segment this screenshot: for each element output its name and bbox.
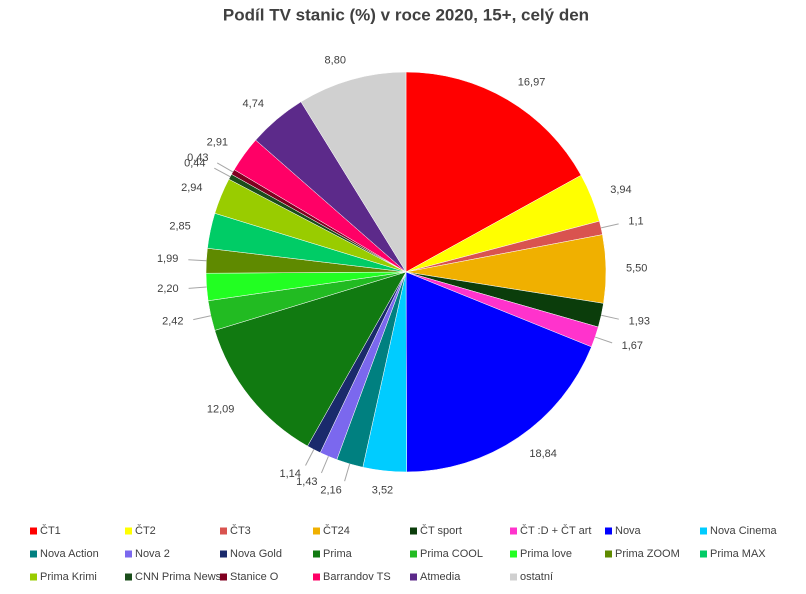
data-label: 18,84 <box>529 448 557 460</box>
data-label: 5,50 <box>626 263 647 275</box>
leader-line <box>344 463 351 482</box>
data-label: 1,43 <box>296 476 317 488</box>
legend-swatch <box>125 550 132 558</box>
legend-label: Atmedia <box>420 571 461 583</box>
pie-slice <box>214 271 407 447</box>
legend-label: ČT24 <box>323 524 350 537</box>
leader-line <box>188 259 207 262</box>
leader-line <box>188 286 207 289</box>
legend-swatch <box>605 527 612 535</box>
legend-label: Prima Krimi <box>40 571 97 583</box>
legend-swatch <box>313 550 320 558</box>
legend-swatch <box>30 550 37 558</box>
legend-swatch <box>605 550 612 558</box>
legend-swatch <box>510 573 517 581</box>
legend-label: Stanice O <box>230 571 279 583</box>
data-label: 3,52 <box>372 485 393 497</box>
data-label: 1,67 <box>622 340 643 352</box>
data-label: 4,74 <box>243 98 264 110</box>
leader-line <box>305 449 315 466</box>
leader-line <box>216 162 234 173</box>
legend-swatch <box>510 550 517 558</box>
data-label: 1,99 <box>157 253 178 265</box>
legend-label: Barrandov TS <box>323 571 391 583</box>
legend-label: Prima MAX <box>710 548 766 560</box>
legend-label: ČT2 <box>135 524 156 537</box>
legend-label: ČT3 <box>230 524 251 537</box>
legend-label: ČT :D + ČT art <box>520 524 591 537</box>
legend-swatch <box>313 573 320 581</box>
legend-label: Prima <box>323 548 353 560</box>
legend-swatch <box>220 550 227 558</box>
legend-swatch <box>125 573 132 581</box>
chart-title: Podíl TV stanic (%) v roce 2020, 15+, ce… <box>223 5 589 24</box>
legend-label: ČT sport <box>420 524 462 537</box>
legend-label: Prima love <box>520 548 572 560</box>
legend-label: Nova <box>615 525 642 537</box>
legend-swatch <box>410 527 417 535</box>
leader-line <box>601 314 619 320</box>
legend-label: Nova Action <box>40 548 99 560</box>
legend-label: Prima ZOOM <box>615 548 680 560</box>
legend-swatch <box>313 527 320 535</box>
legend-label: ostatní <box>520 571 553 583</box>
legend-swatch <box>30 527 37 535</box>
legend-swatch <box>700 550 707 558</box>
legend-label: Nova Cinema <box>710 525 778 537</box>
data-label: 16,97 <box>518 76 546 88</box>
legend-swatch <box>220 527 227 535</box>
pie-slice <box>405 271 592 473</box>
data-label: 2,16 <box>320 485 341 497</box>
data-label: 8,80 <box>325 54 346 66</box>
data-label: 1,14 <box>279 468 300 480</box>
legend-label: Nova Gold <box>230 548 282 560</box>
data-label: 1,93 <box>629 315 650 327</box>
data-label: 1,1 <box>628 216 643 228</box>
legend-label: Prima COOL <box>420 548 483 560</box>
legend-label: ČT1 <box>40 524 61 537</box>
legend-swatch <box>125 527 132 535</box>
data-label: 2,91 <box>207 137 228 149</box>
data-label: 0,44 <box>184 157 205 169</box>
legend-swatch <box>510 527 517 535</box>
legend-swatch <box>410 550 417 558</box>
pie-slice <box>300 71 407 273</box>
data-label: 2,42 <box>162 316 183 328</box>
leader-line <box>193 315 211 321</box>
data-label: 2,94 <box>181 182 202 194</box>
data-label: 2,85 <box>169 220 190 232</box>
legend-swatch <box>30 573 37 581</box>
legend-label: CNN Prima News <box>135 571 222 583</box>
data-label: 3,94 <box>610 184 631 196</box>
leader-line <box>594 336 613 344</box>
pie-slice <box>405 71 582 273</box>
data-label: 12,09 <box>207 404 235 416</box>
legend-label: Nova 2 <box>135 548 170 560</box>
leader-line <box>214 167 231 178</box>
legend-swatch <box>220 573 227 581</box>
legend-swatch <box>700 527 707 535</box>
leader-line <box>320 456 329 474</box>
leader-line <box>600 223 619 229</box>
data-label: 2,20 <box>157 283 178 295</box>
legend-swatch <box>410 573 417 581</box>
data-label: 0,43 <box>187 152 208 164</box>
